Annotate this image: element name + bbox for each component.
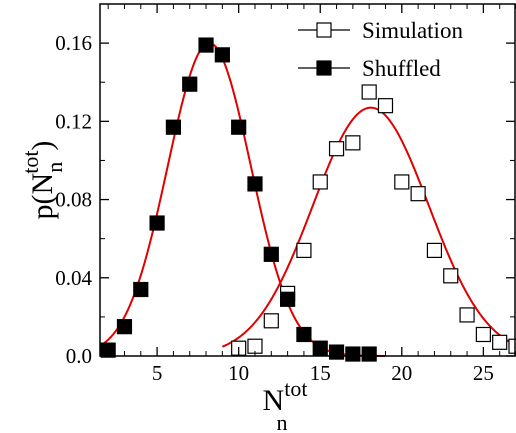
- simulation-point: [263, 313, 279, 329]
- fit-curves: [99, 42, 516, 357]
- fit-curve-shuffled: [99, 42, 386, 357]
- x-axis-label: Ntot: [263, 376, 308, 417]
- simulation-point: [361, 84, 377, 100]
- shuffled-point: [133, 281, 149, 298]
- simulation-point: [475, 326, 491, 343]
- x-tick-label: 20: [391, 361, 412, 385]
- simulation-point: [426, 242, 443, 258]
- shuffled-point: [296, 326, 312, 343]
- shuffled-point: [116, 319, 133, 335]
- plot-frame: [99, 3, 516, 357]
- y-tick-label: 0.12: [55, 109, 92, 133]
- legend: Simulation Shuffled: [298, 18, 463, 81]
- y-tick-label: 0.16: [55, 31, 92, 55]
- simulation-point: [394, 174, 410, 190]
- fit-curve-simulation: [221, 106, 516, 348]
- shuffled-point: [165, 119, 182, 135]
- y-axis-label: p(Nntot): [18, 141, 67, 220]
- shuffled-point: [149, 215, 165, 231]
- simulation-point: [377, 98, 394, 114]
- x-axis-label-sub: n: [277, 410, 288, 433]
- data-markers: [100, 37, 516, 362]
- shuffled-point: [198, 37, 214, 53]
- x-tick-label: 10: [228, 361, 249, 385]
- simulation-point: [410, 186, 426, 202]
- simulation-point: [345, 135, 361, 151]
- shuffled-point: [231, 119, 247, 135]
- y-tick-label: 0.0: [66, 344, 92, 368]
- simulation-point: [492, 334, 508, 350]
- axes: 5 10 15 20 25 0.0 0.04 0.08 0.12 0.16: [55, 3, 516, 385]
- y-tick-label: 0.04: [55, 266, 92, 290]
- shuffled-point: [182, 76, 198, 92]
- y-tick-label: 0.08: [55, 188, 92, 212]
- legend-marker: [316, 22, 332, 38]
- simulation-point: [296, 242, 312, 258]
- x-tick-label: 5: [152, 361, 163, 385]
- simulation-point: [459, 307, 475, 323]
- x-tick-label: 15: [310, 361, 331, 385]
- shuffled-point: [280, 291, 296, 307]
- simulation-point: [328, 141, 345, 157]
- simulation-point: [312, 174, 328, 190]
- shuffled-point: [100, 342, 116, 358]
- simulation-point: [508, 338, 516, 354]
- x-tick-label: 25: [473, 361, 494, 385]
- simulation-point: [443, 268, 459, 284]
- legend-marker: [316, 60, 332, 76]
- legend-label-simulation: Simulation: [362, 18, 463, 43]
- shuffled-point: [263, 246, 279, 262]
- shuffled-point: [247, 176, 263, 192]
- shuffled-point: [214, 47, 230, 63]
- legend-label-shuffled: Shuffled: [362, 56, 441, 81]
